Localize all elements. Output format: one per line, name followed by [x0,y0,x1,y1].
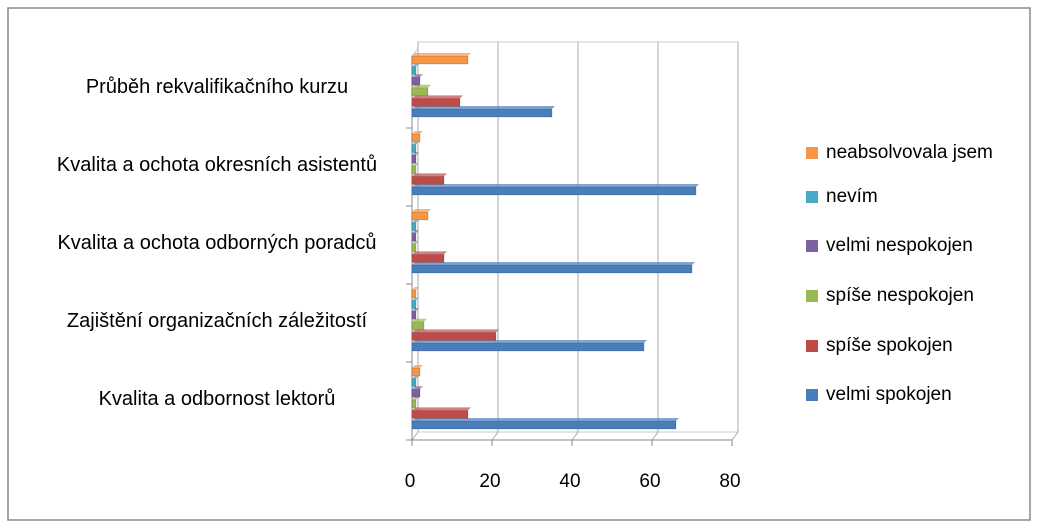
legend-swatch [806,191,818,203]
category-label: Zajištění organizačních záležitostí [66,310,368,332]
bar [411,165,417,175]
bar-top [412,173,447,177]
legend-label: spíše nespokojen [826,285,974,306]
bar [411,98,461,107]
bar [411,232,417,242]
bar-top [412,95,463,99]
category-label: Kvalita a ochota odborných poradců [57,232,377,254]
legend-swatch [806,240,818,252]
bar-top [412,308,419,312]
bar-top [412,386,423,390]
bar-top [412,209,431,212]
bar [411,300,417,309]
bar-top [412,329,499,333]
bar [411,310,417,320]
bar [411,76,421,86]
bar [411,133,421,143]
grid-floor [491,431,499,441]
bar [411,144,417,153]
bar [411,55,469,65]
category-label: Průběh rekvalifikačního kurzu [85,76,349,98]
bar [411,378,417,387]
category-label: Kvalita a ochota okresních asistentů [56,154,378,176]
bar-top [412,53,471,56]
bar-top [412,84,431,88]
legend-label: nevím [826,186,878,207]
grid-floor [571,431,579,441]
x-tick-label: 40 [559,471,580,492]
bar [411,211,429,221]
bar [411,289,417,299]
bar-top [412,340,647,343]
bar [411,399,417,409]
bar [411,332,497,341]
bar-top [412,106,555,109]
bar-top [412,74,423,78]
legend-label: velmi nespokojen [826,235,973,256]
legend-swatch [806,340,818,352]
x-tick-label: 80 [719,471,740,492]
bar [411,87,429,97]
legend-label: neabsolvovala jsem [826,142,993,163]
bar-top [412,162,419,166]
bar [411,420,677,430]
bar-top [412,251,447,255]
legend-label: velmi spokojen [826,384,952,405]
bar [411,222,417,231]
x-tick-label: 0 [405,471,416,492]
bar [411,367,421,377]
bar [411,154,417,164]
bar-top [412,131,423,134]
bar [411,66,417,75]
bar [411,108,553,118]
bar [411,388,421,398]
y-axis-depth [411,47,419,57]
bar-top [412,240,419,244]
bar-top [412,230,419,234]
bar-top [412,407,471,411]
bar-top [412,365,423,368]
legend-label: spíše spokojen [826,335,953,356]
bar [411,254,445,263]
legend-swatch [806,290,818,302]
bar [411,176,445,185]
grid-floor [651,431,659,441]
x-tick-label: 60 [639,471,660,492]
bar-top [412,262,695,265]
bar-top [412,63,419,67]
bar-top [412,297,419,301]
bar [411,342,645,352]
bar [411,243,417,253]
bar-top [412,184,699,187]
bar-top [412,219,419,223]
bar-top [412,287,419,290]
category-label: Kvalita a odbornost lektorů [98,388,336,410]
bar-top [412,141,419,145]
bar-top [412,396,419,400]
bar [411,321,425,331]
bar [411,410,469,419]
grid-floor [731,431,739,441]
bar-top [412,375,419,379]
bar-top [412,418,679,421]
bar [411,264,693,274]
bar-top [412,152,419,156]
legend-swatch [806,147,818,159]
bar-top [412,318,427,322]
bar [411,186,697,196]
grid-floor [411,431,419,441]
x-tick-label: 20 [479,471,500,492]
legend-swatch [806,389,818,401]
